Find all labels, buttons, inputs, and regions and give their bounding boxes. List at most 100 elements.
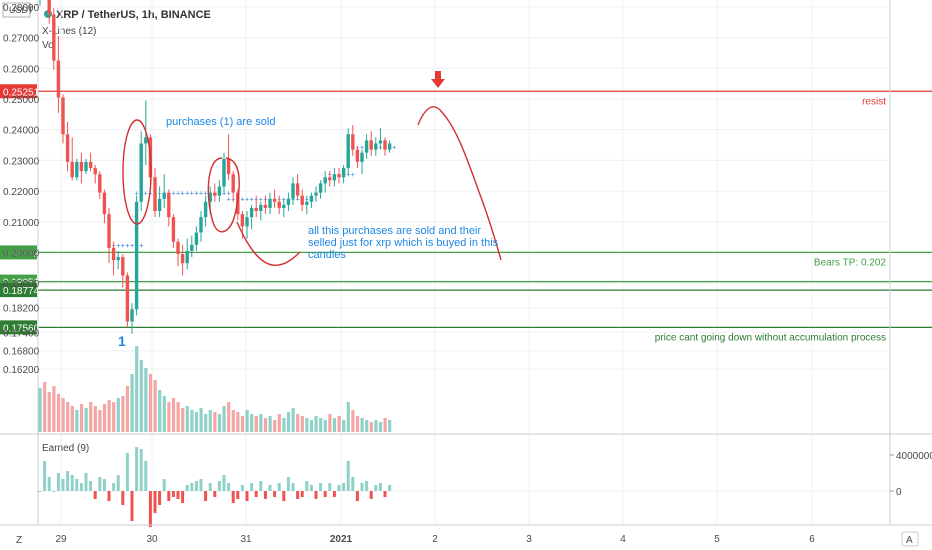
earned-bar <box>75 479 79 491</box>
earned-bar <box>144 461 148 491</box>
level-price-label: 0.18774 <box>3 286 40 297</box>
earned-bar <box>314 491 318 499</box>
candle-body <box>323 177 327 184</box>
volume-bar <box>148 374 153 432</box>
volume-bar <box>273 420 277 432</box>
candle-body <box>300 195 304 205</box>
volume-bar <box>374 420 378 432</box>
zoom-button[interactable]: Z <box>16 535 22 546</box>
x-tick-label: 30 <box>146 534 158 545</box>
x-tick-label: 2 <box>432 534 438 545</box>
volume-bar <box>240 416 245 432</box>
xline-high-marker: + <box>360 145 364 152</box>
candle-body <box>378 140 383 144</box>
volume-bar <box>337 416 341 432</box>
earned-bar <box>342 483 346 491</box>
y-tick-label: 0.16800 <box>3 347 40 358</box>
x-tick-label: 3 <box>526 534 532 545</box>
earned-bar <box>70 475 74 491</box>
candle-body <box>208 192 212 202</box>
candle-body <box>213 192 217 196</box>
candle-body <box>217 186 222 196</box>
volume-bar <box>158 390 162 432</box>
volume-bar <box>227 402 231 432</box>
circle-middle-drawing <box>207 157 240 233</box>
x-tick-label: 31 <box>240 534 252 545</box>
volume-bar <box>139 360 143 432</box>
candle-body <box>364 140 369 153</box>
auto-scale-box[interactable] <box>901 531 919 547</box>
candle-body <box>282 204 286 208</box>
indicator-vol-label[interactable]: Vol <box>42 40 56 51</box>
candle-body <box>263 204 268 208</box>
candle-body <box>387 143 392 150</box>
volume-bar <box>217 414 222 432</box>
note-purchases-sold: purchases (1) are sold <box>166 116 275 128</box>
candle-body <box>93 168 97 175</box>
level-price-label: 0.25251 <box>3 87 40 98</box>
xline-high-marker: + <box>148 191 152 198</box>
earned-pane <box>38 447 890 527</box>
candle-body <box>121 257 125 276</box>
earned-bar <box>217 481 221 491</box>
y-tick-label: 0.23000 <box>3 156 40 167</box>
indicator-xlines-label[interactable]: X-Lines (12) <box>42 26 96 37</box>
level-note: resist <box>862 96 886 107</box>
candle-body <box>360 152 364 162</box>
earned-bar <box>323 491 327 497</box>
projection-curve-drawing <box>417 106 502 261</box>
earned-bar <box>319 483 323 491</box>
earned-bar <box>135 447 139 491</box>
earned-bar <box>171 491 175 497</box>
candle-body <box>203 201 208 218</box>
candle-body <box>52 14 56 61</box>
earned-label[interactable]: Earned (9) <box>42 443 89 454</box>
volume-bar <box>52 386 56 432</box>
volume-bar <box>300 416 304 432</box>
auto-scale-button[interactable]: A <box>906 535 913 546</box>
candle-body <box>194 232 199 245</box>
volume-bar <box>89 402 93 432</box>
volume-bar <box>309 420 314 432</box>
earned-bar <box>199 479 203 491</box>
earned-bar <box>107 491 111 501</box>
earned-bar <box>300 491 304 497</box>
volume-bar <box>351 410 355 432</box>
earned-bar <box>47 477 51 491</box>
volume-bar <box>378 422 383 432</box>
volume-bar <box>144 368 148 432</box>
earned-bar <box>84 473 88 491</box>
xline-high-marker: + <box>144 191 148 198</box>
volume-bar <box>194 412 199 432</box>
earned-bar <box>222 475 226 491</box>
candle-body <box>341 168 346 178</box>
volume-bar <box>342 420 346 432</box>
xline-low-marker: + <box>240 197 244 204</box>
volume-bar <box>181 408 185 432</box>
earned-bar <box>190 483 194 491</box>
drawings <box>122 71 502 266</box>
chart-title[interactable]: XRP / TetherUS, 1h, BINANCE <box>56 9 211 21</box>
candle-body <box>346 134 350 169</box>
xline-high-marker: + <box>222 191 226 198</box>
xline-high-marker: + <box>204 191 208 198</box>
level-note: Bears TP: 0.202 <box>814 257 887 268</box>
earned-bar <box>286 477 290 491</box>
candle-body <box>79 161 84 172</box>
candle-body <box>180 254 185 264</box>
x-tick-label: 5 <box>714 534 720 545</box>
earned-bar <box>259 481 263 491</box>
candle-body <box>272 198 277 202</box>
volume-bar <box>332 418 337 432</box>
candle-body <box>295 183 300 196</box>
candle-body <box>157 198 162 212</box>
earned-bar <box>181 491 185 503</box>
candle-body <box>125 275 130 322</box>
earned-bar <box>116 475 120 491</box>
candle-body <box>222 158 226 187</box>
candle-body <box>185 250 189 264</box>
candle-body <box>176 241 180 254</box>
earned-bar <box>213 491 217 497</box>
xline-low-marker: + <box>121 243 125 250</box>
